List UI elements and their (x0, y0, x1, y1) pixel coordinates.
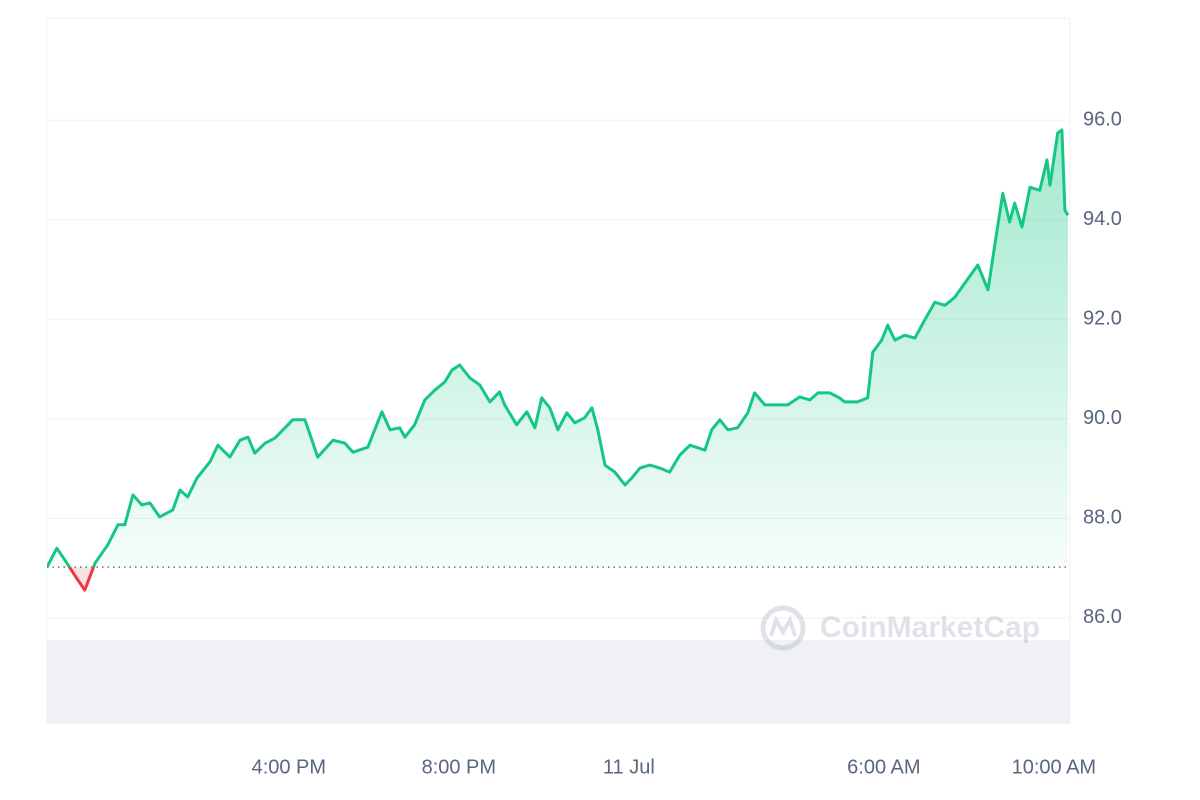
y-tick-label: 92.0 (1083, 308, 1122, 330)
y-tick-label: 88.0 (1083, 507, 1122, 529)
y-tick-label: 90.0 (1083, 407, 1122, 429)
volume-band (47, 640, 1070, 724)
x-tick-label: 10:00 AM (1012, 756, 1097, 778)
watermark: CoinMarketCap (760, 605, 1040, 651)
x-tick-label: 11 Jul (603, 756, 655, 778)
area (47, 130, 1068, 568)
y-tick-label: 94.0 (1083, 208, 1122, 230)
x-tick-label: 6:00 AM (847, 756, 920, 778)
price-line (47, 128, 1070, 568)
y-tick-label: 86.0 (1083, 606, 1122, 628)
watermark-text: CoinMarketCap (820, 611, 1040, 644)
y-tick-label: 96.0 (1083, 108, 1122, 130)
x-tick-label: 8:00 PM (422, 756, 496, 778)
x-tick-label: 4:00 PM (252, 756, 326, 778)
